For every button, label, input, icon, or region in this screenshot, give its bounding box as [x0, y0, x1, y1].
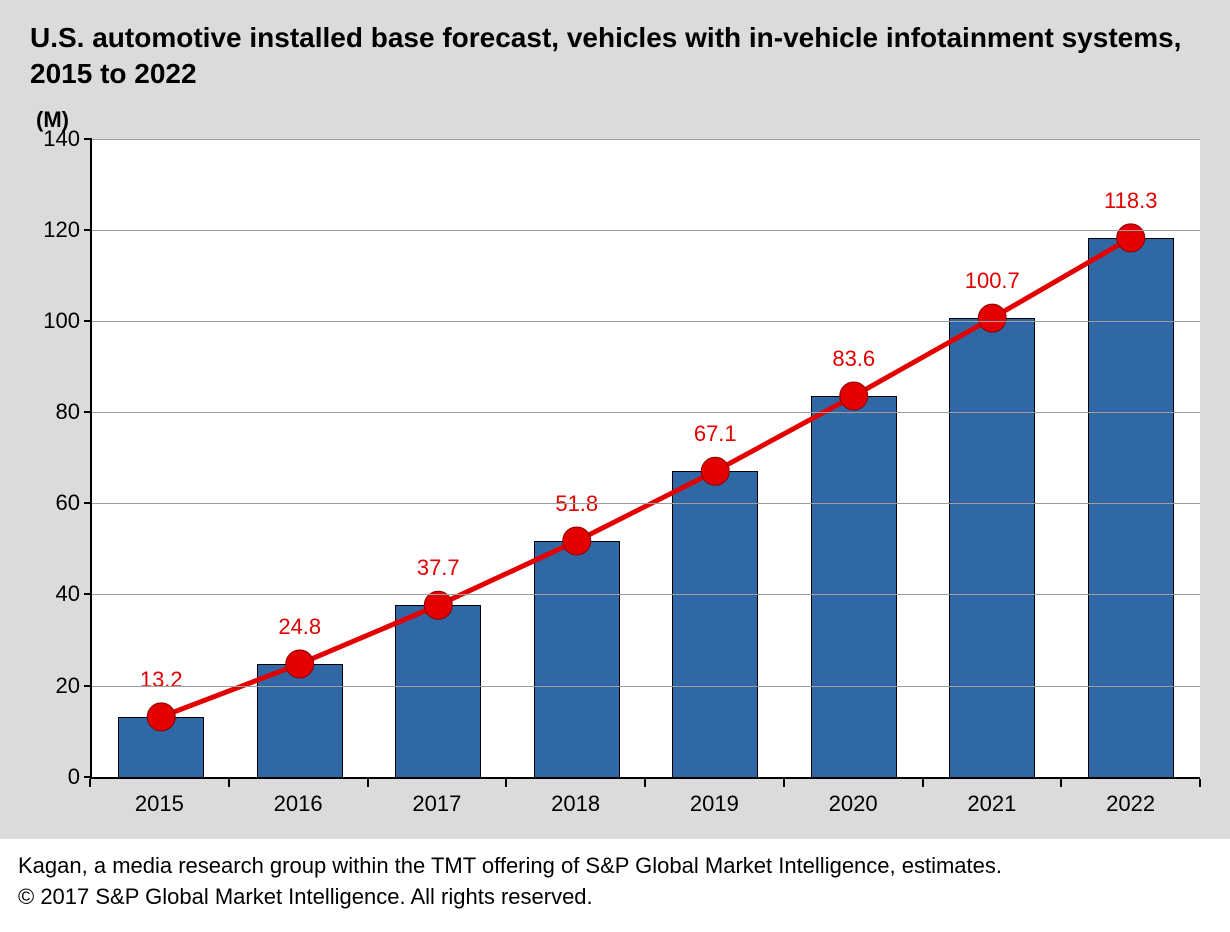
data-label: 13.2 [140, 667, 183, 693]
y-tick-mark [84, 685, 92, 687]
y-tick-mark [84, 776, 92, 778]
y-tick-label: 40 [56, 581, 80, 607]
data-label: 83.6 [832, 346, 875, 372]
x-tick-label: 2017 [368, 779, 507, 829]
x-tick-label: 2021 [923, 779, 1062, 829]
x-tick-label: 2016 [229, 779, 368, 829]
y-tick-mark [84, 593, 92, 595]
x-tick-label: 2019 [645, 779, 784, 829]
gridline [92, 321, 1200, 322]
y-tick-label: 20 [56, 673, 80, 699]
x-tick-label: 2015 [90, 779, 229, 829]
gridline [92, 230, 1200, 231]
x-tick-label: 2018 [506, 779, 645, 829]
y-axis: 020406080100120140 [30, 139, 90, 779]
footer-line-2: © 2017 S&P Global Market Intelligence. A… [18, 882, 1212, 913]
gridline [92, 412, 1200, 413]
data-label: 118.3 [1104, 188, 1157, 214]
y-tick-mark [84, 229, 92, 231]
chart-footer: Kagan, a media research group within the… [0, 839, 1230, 932]
y-tick-mark [84, 502, 92, 504]
y-axis-unit: (M) [36, 107, 1200, 133]
chart-title: U.S. automotive installed base forecast,… [30, 20, 1200, 93]
x-tick-mark [1199, 779, 1201, 787]
gridline [92, 686, 1200, 687]
y-tick-label: 140 [43, 126, 80, 152]
gridline [92, 594, 1200, 595]
x-tick-label: 2020 [784, 779, 923, 829]
gridline [92, 139, 1200, 140]
y-tick-label: 80 [56, 399, 80, 425]
y-tick-mark [84, 411, 92, 413]
y-tick-label: 0 [68, 764, 80, 790]
y-tick-label: 60 [56, 490, 80, 516]
y-tick-label: 100 [43, 308, 80, 334]
data-label: 100.7 [965, 268, 1020, 294]
data-labels-layer: 13.224.837.751.867.183.6100.7118.3 [92, 139, 1200, 777]
chart-container: U.S. automotive installed base forecast,… [0, 0, 1230, 900]
x-tick-label: 2022 [1061, 779, 1200, 829]
footer-line-1: Kagan, a media research group within the… [18, 851, 1212, 882]
y-tick-mark [84, 138, 92, 140]
y-tick-label: 120 [43, 217, 80, 243]
data-label: 24.8 [278, 614, 321, 640]
plot-wrapper: 020406080100120140 13.224.837.751.867.18… [30, 139, 1200, 779]
data-label: 67.1 [694, 421, 737, 447]
data-label: 37.7 [417, 555, 460, 581]
x-axis: 20152016201720182019202020212022 [90, 779, 1200, 829]
plot-area: 13.224.837.751.867.183.6100.7118.3 [90, 139, 1200, 779]
gridline [92, 503, 1200, 504]
x-tick-mark [89, 779, 91, 787]
chart-panel: U.S. automotive installed base forecast,… [0, 0, 1230, 839]
y-tick-mark [84, 320, 92, 322]
